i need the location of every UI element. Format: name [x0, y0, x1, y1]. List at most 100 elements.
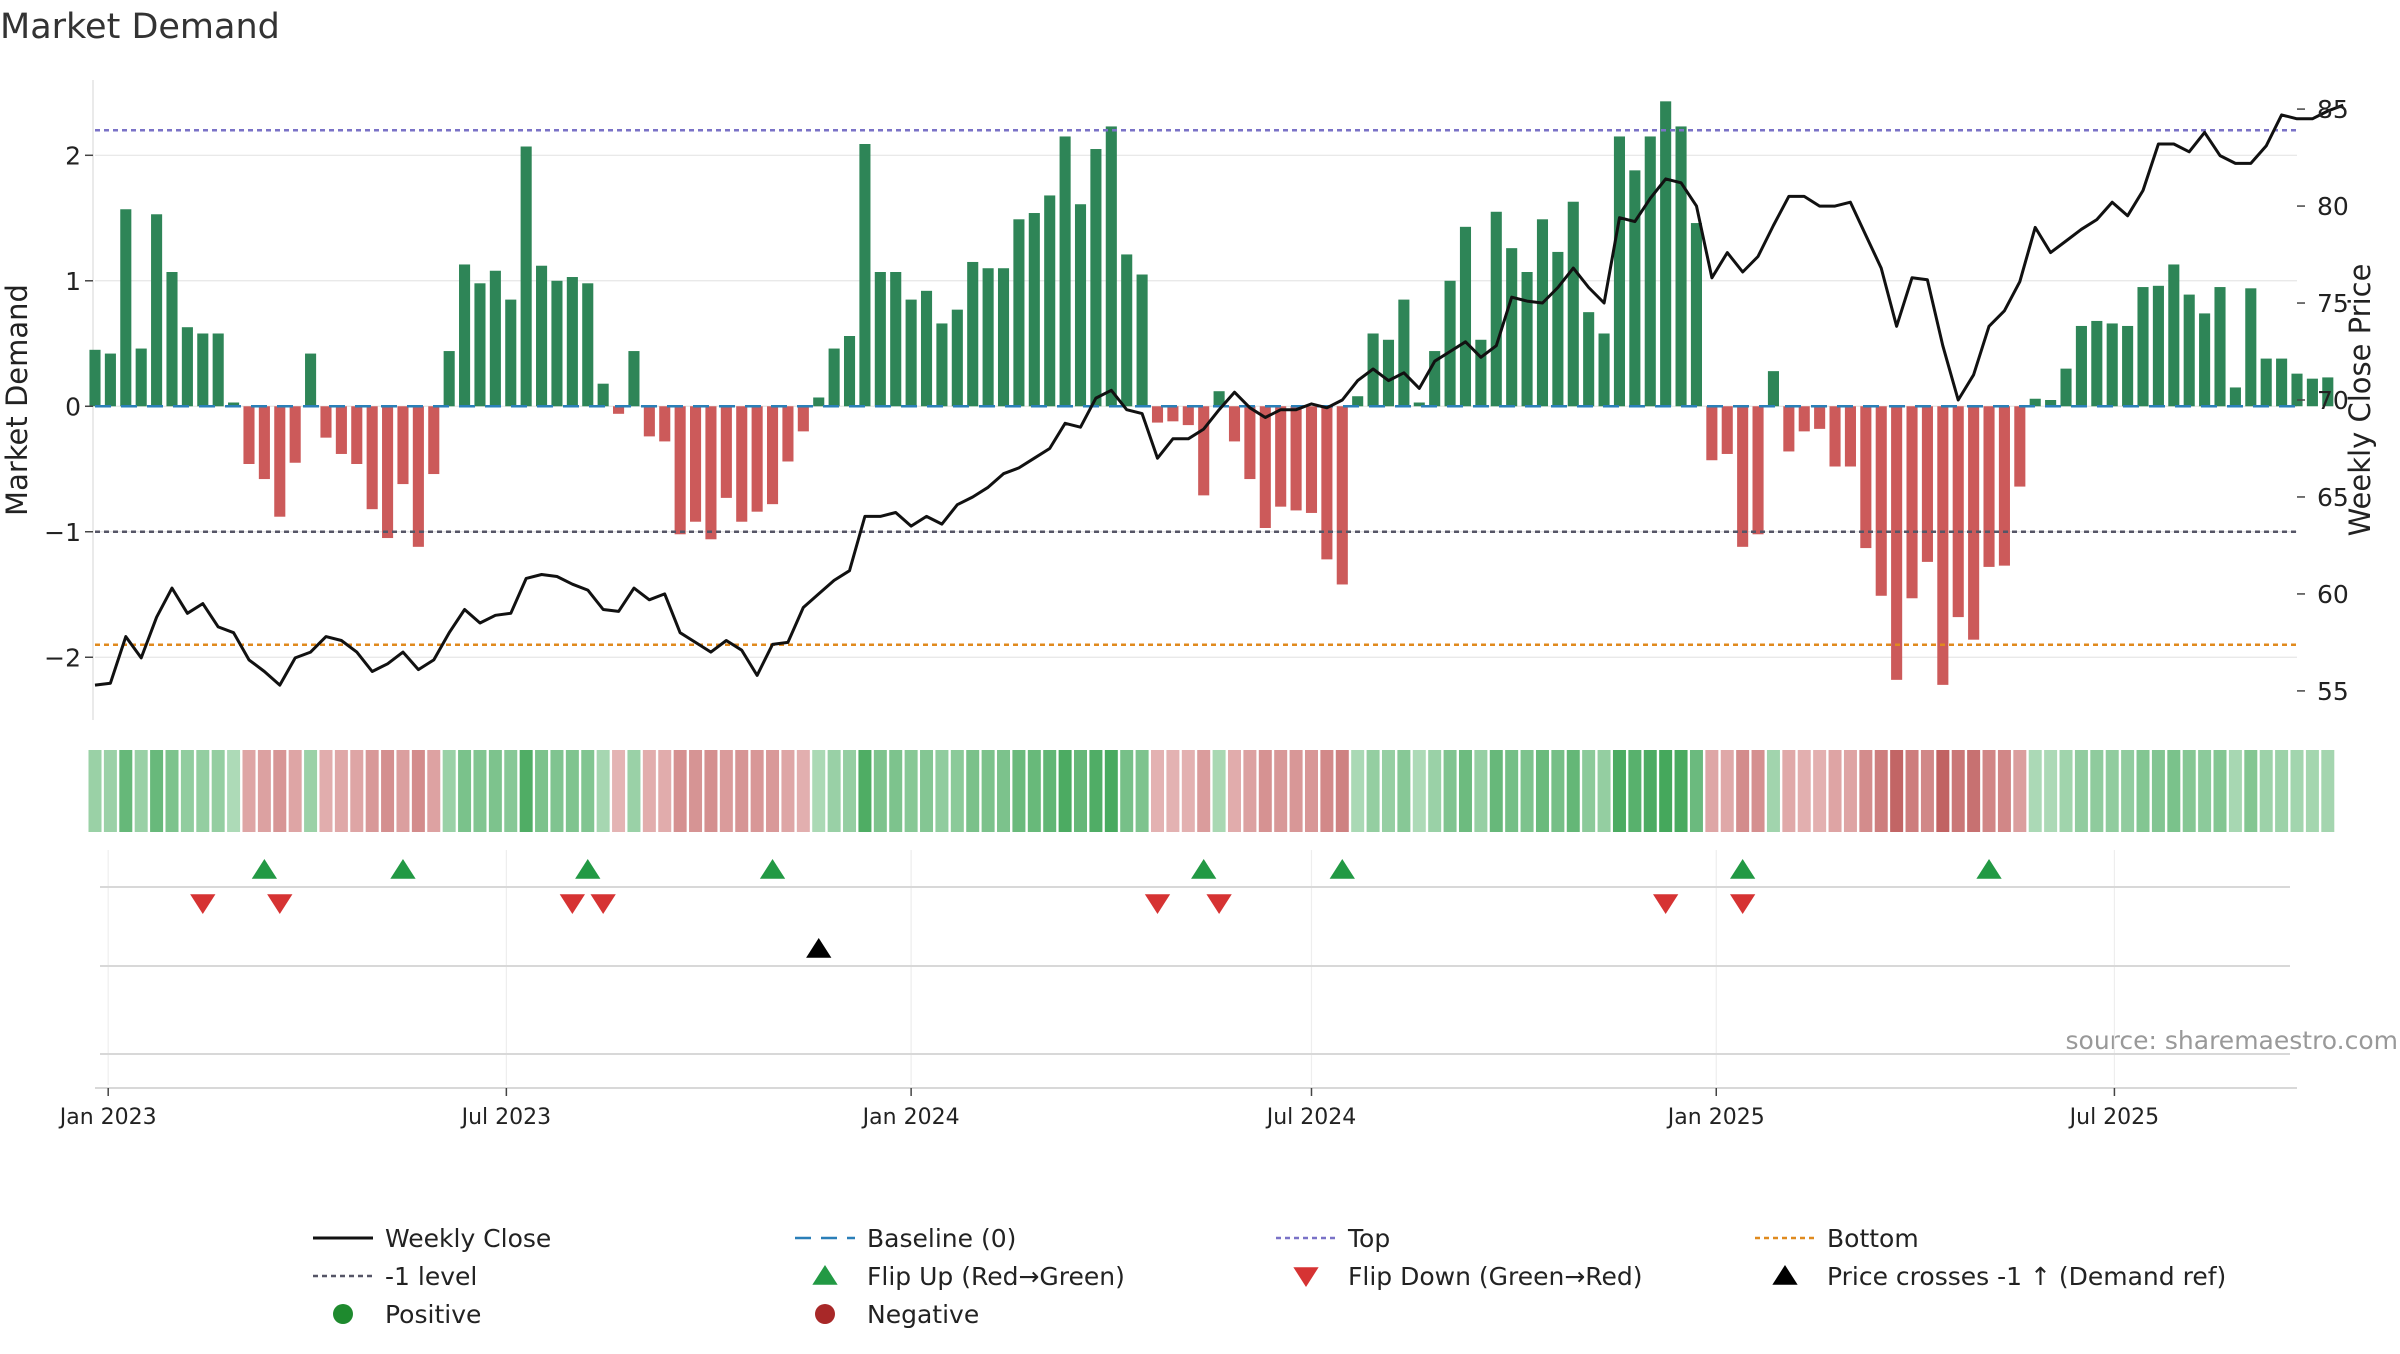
heat-cell [2275, 750, 2289, 832]
legend-top: Top [1276, 1224, 1390, 1253]
flip-down-marker [1206, 894, 1232, 914]
heat-cell [596, 750, 610, 832]
heat-cell [519, 750, 533, 832]
y2-axis-ticks: 55 60 65 70 75 80 85 [2297, 95, 2349, 706]
heat-cell [781, 750, 795, 832]
demand-bar [1675, 126, 1687, 407]
heat-cell [1397, 750, 1411, 832]
heat-cell [442, 750, 456, 832]
demand-bar [1259, 406, 1271, 528]
demand-bar [1644, 136, 1656, 407]
demand-bar [782, 406, 794, 462]
legend-symbol [1293, 1267, 1319, 1287]
heat-cell [150, 750, 164, 832]
demand-bar [674, 406, 686, 535]
demand-bar [1906, 406, 1918, 599]
demand-bar [474, 283, 486, 407]
heat-cell [1489, 750, 1503, 832]
demand-bar [320, 406, 332, 438]
demand-bar [1613, 136, 1626, 407]
heat-cell [1258, 750, 1272, 832]
heat-cell [1243, 750, 1257, 832]
demand-bar [1059, 136, 1071, 407]
demand-bar [1506, 248, 1518, 407]
reference-lines [95, 128, 2297, 646]
demand-bar [2306, 378, 2318, 407]
heat-cell [935, 750, 949, 832]
heat-cell [2105, 750, 2119, 832]
demand-bar [489, 270, 501, 407]
heat-cell [1166, 750, 1180, 832]
heat-cell [2121, 750, 2135, 832]
heat-cell [1582, 750, 1596, 832]
heat-cell [1859, 750, 1873, 832]
heat-cell [2259, 750, 2273, 832]
demand-bar [181, 327, 193, 407]
demand-bar [397, 406, 409, 485]
demand-bar [1244, 406, 1256, 480]
heat-cell [904, 750, 918, 832]
heat-cell [1151, 750, 1165, 832]
heat-cell [165, 750, 179, 832]
heat-cell [1366, 750, 1380, 832]
demand-bar [1875, 406, 1887, 596]
heat-cell [1351, 750, 1365, 832]
heat-cell [2290, 750, 2304, 832]
demand-bar [1290, 406, 1302, 511]
demand-bar [2276, 358, 2288, 407]
demand-bar [166, 272, 178, 407]
legend-weekly-close-label: Weekly Close [385, 1224, 551, 1253]
demand-bar [1937, 406, 1949, 685]
demand-bar [2183, 294, 2195, 407]
legend-price-cross-label: Price crosses -1 ↑ (Demand ref) [1827, 1262, 2226, 1291]
legend-positive-label: Positive [385, 1300, 481, 1329]
heat-cell [334, 750, 348, 832]
legend-baseline: Baseline (0) [795, 1224, 1016, 1253]
heat-cell [997, 750, 1011, 832]
heat-cell [796, 750, 810, 832]
demand-bar [2029, 398, 2041, 407]
y2-tick-label: 65 [2317, 483, 2349, 512]
heat-cell [2228, 750, 2242, 832]
demand-bar [766, 406, 779, 505]
heat-cell [565, 750, 579, 832]
demand-bar [1105, 126, 1117, 407]
demand-bar [382, 406, 394, 539]
heat-cell [211, 750, 225, 832]
heat-cell [1181, 750, 1195, 832]
flip-up-marker [1329, 859, 1355, 879]
heat-cell [273, 750, 287, 832]
demand-bar [1552, 251, 1564, 407]
heat-cell [119, 750, 133, 832]
demand-bar [705, 406, 717, 540]
heat-cell [1890, 750, 1904, 832]
demand-bar [1336, 406, 1348, 585]
demand-bar [2291, 373, 2303, 407]
legend-price-cross: Price crosses -1 ↑ (Demand ref) [1772, 1262, 2226, 1291]
demand-bar [2137, 287, 2149, 407]
heat-cell [1135, 750, 1149, 832]
flip-down-marker [267, 894, 293, 914]
legend-weekly-close: Weekly Close [313, 1224, 551, 1253]
demand-bar [1521, 272, 1533, 407]
weekly-close-polyline [94, 103, 2344, 687]
heat-cell [750, 750, 764, 832]
heat-cell [473, 750, 487, 832]
heat-cell [719, 750, 733, 832]
heat-cell [1505, 750, 1519, 832]
demand-bar [1167, 406, 1179, 422]
legend-flip-down: Flip Down (Green→Red) [1293, 1262, 1643, 1291]
heat-cell [411, 750, 425, 832]
demand-bar [1983, 406, 1995, 567]
heat-cell [642, 750, 656, 832]
demand-bar [1891, 406, 1903, 680]
demand-bar [797, 406, 809, 432]
heat-cell [1612, 750, 1626, 832]
heat-cell [827, 750, 841, 832]
demand-bar [2168, 264, 2180, 407]
demand-bar [120, 209, 132, 407]
demand-bar [1459, 226, 1472, 407]
heat-cell [319, 750, 333, 832]
heat-cell [1967, 750, 1981, 832]
